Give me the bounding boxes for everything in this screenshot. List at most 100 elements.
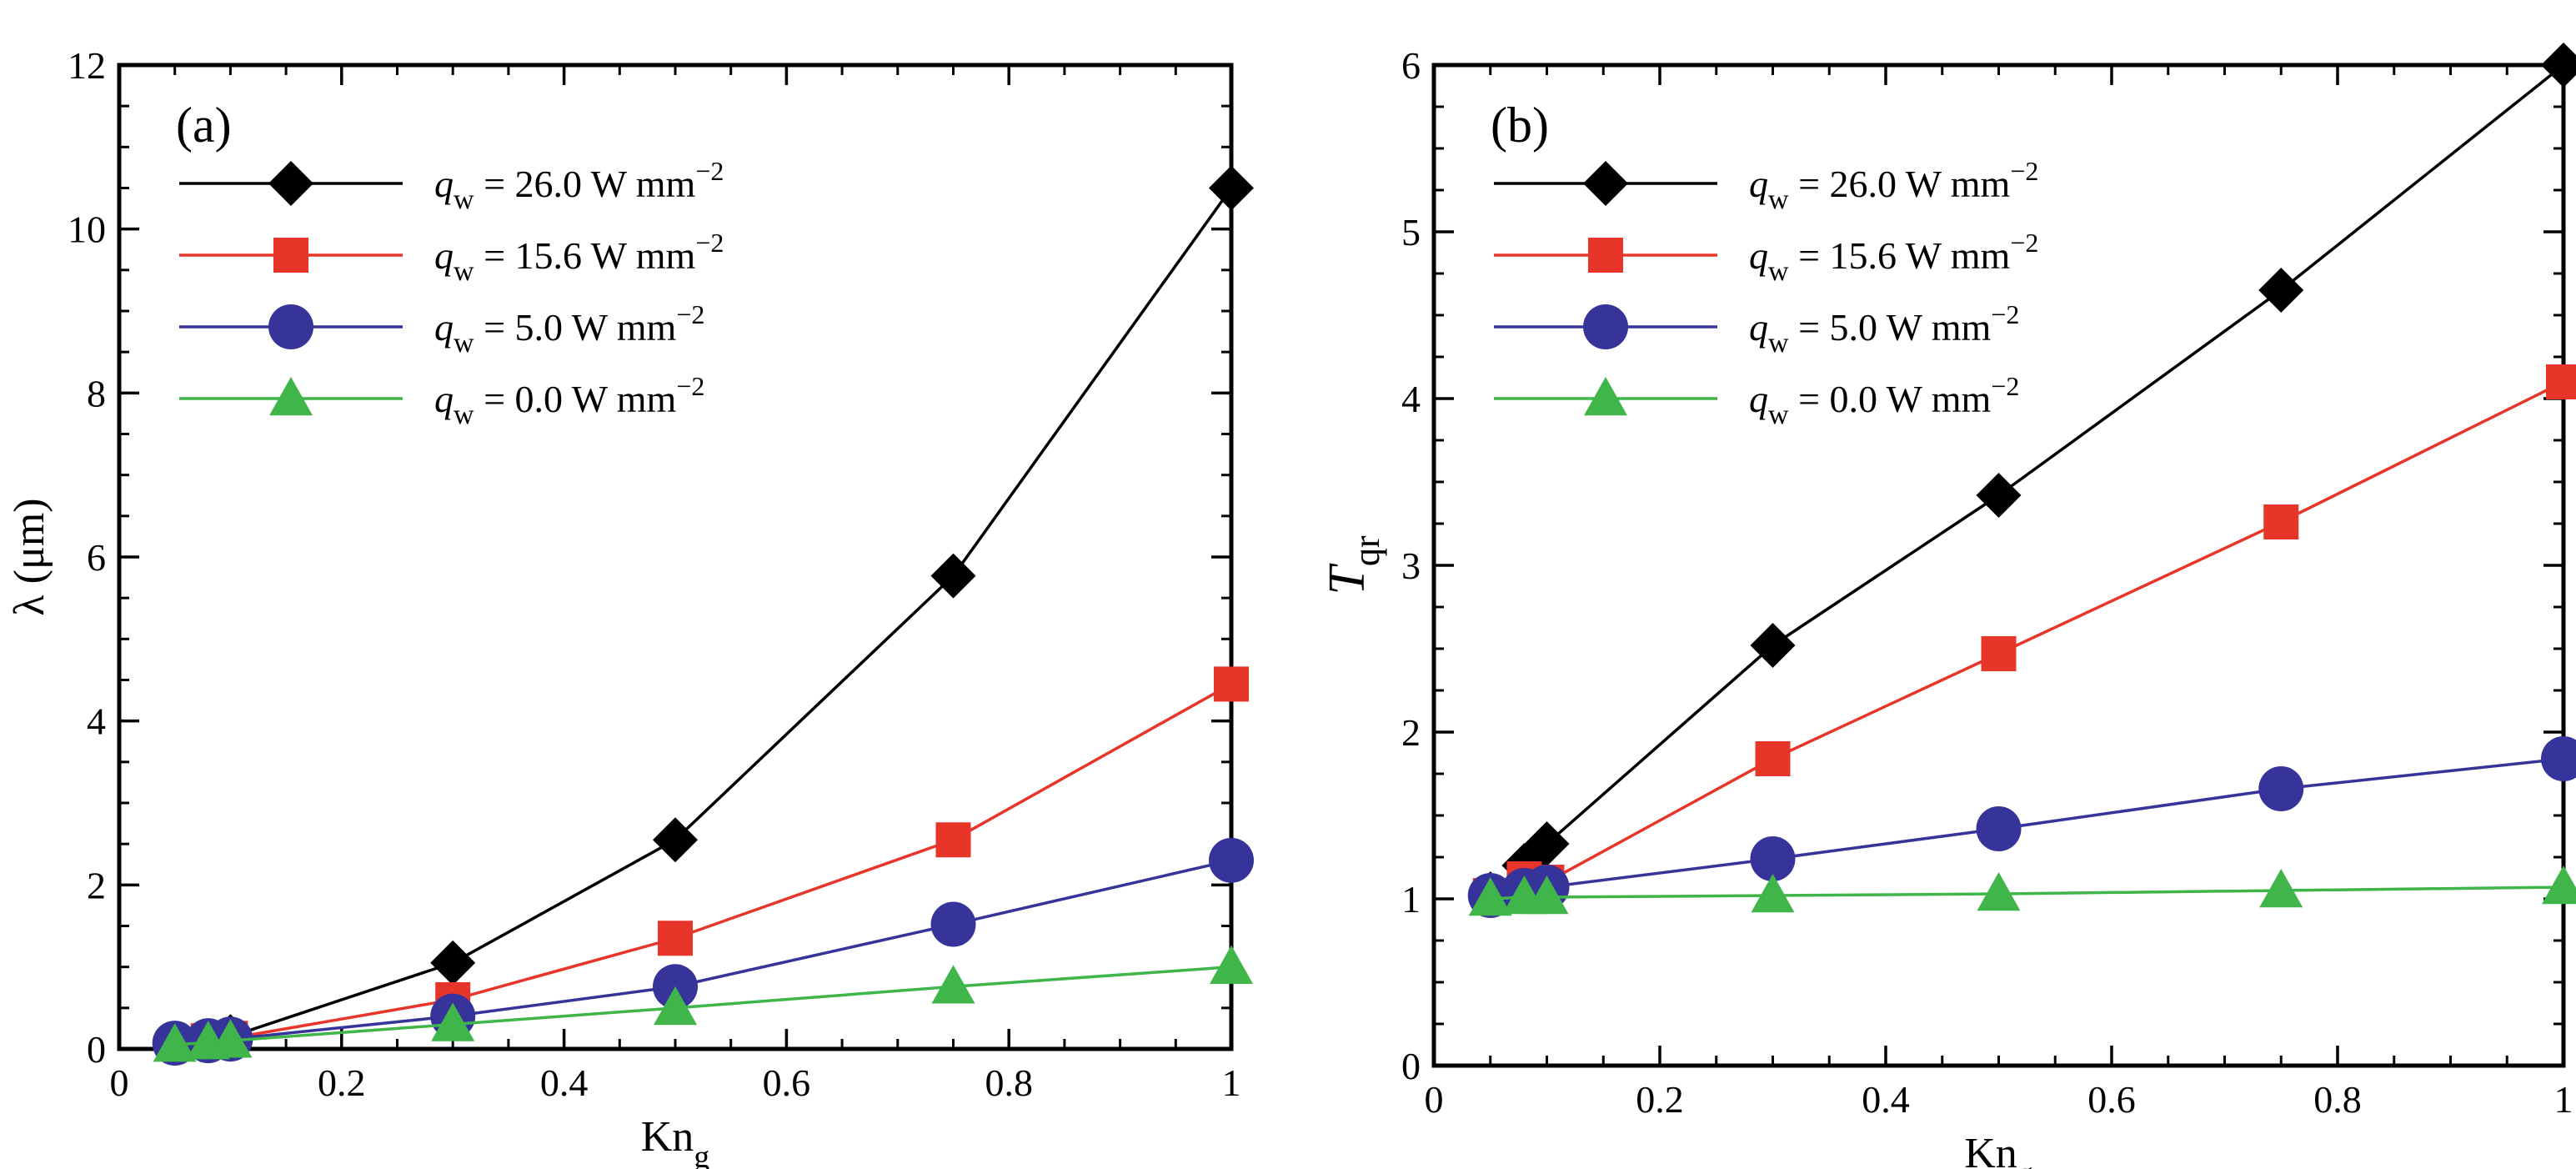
legend-q: q <box>1749 234 1768 277</box>
legend-entry-0: qw = 26.0 W mm−2 <box>434 156 724 215</box>
x-tick-label: 1 <box>2554 1078 2573 1121</box>
x-tick-label: 0.8 <box>2313 1078 2362 1121</box>
series-line-1 <box>1489 380 2564 897</box>
legend-q: q <box>434 378 454 420</box>
y-axis-label-sub: qr <box>1346 535 1387 566</box>
series-line-0 <box>208 187 1233 1042</box>
x-axis-label-sub: g <box>694 1140 709 1169</box>
data-point-circle <box>1750 836 1796 881</box>
series-line-3 <box>1490 886 2564 901</box>
plot-frame <box>1431 63 2566 1068</box>
data-point-triangle <box>1525 875 1569 915</box>
legend-sub: w <box>454 184 474 215</box>
y-tick-label: 1 <box>1401 878 1421 921</box>
series-line-2 <box>174 859 1232 1045</box>
legend-exp: −2 <box>695 156 724 186</box>
data-point-square <box>1755 741 1791 776</box>
legend-value: = 0.0 W mm <box>474 378 677 420</box>
data-point-triangle <box>431 1002 475 1041</box>
x-axis-label-main: Kn <box>641 1113 694 1161</box>
data-point-triangle <box>208 1019 253 1058</box>
x-axis-label: Kng <box>1964 1130 2033 1169</box>
legend-q: q <box>434 234 454 277</box>
data-point-diamond <box>430 940 476 986</box>
legend-sub: w <box>1768 256 1789 287</box>
data-point-diamond <box>1524 821 1570 866</box>
data-point-diamond <box>653 817 698 863</box>
y-tick-label: 8 <box>87 372 106 414</box>
legend-q: q <box>434 306 454 349</box>
series-line-2 <box>1490 757 2564 897</box>
legend-marker-square <box>273 238 308 273</box>
legend-marker-triangle <box>269 377 313 416</box>
x-axis-label-main: Kn <box>1964 1130 2017 1169</box>
data-point-triangle <box>654 986 697 1026</box>
legend-value: = 5.0 W mm <box>1789 306 1992 349</box>
data-point-square <box>1214 666 1249 702</box>
legend-value: = 5.0 W mm <box>474 306 677 349</box>
plot-frame <box>117 63 1234 1051</box>
legend-marker-diamond <box>268 161 313 206</box>
data-point-circle <box>1209 837 1254 883</box>
y-tick-label: 3 <box>1401 544 1421 587</box>
series-line-1 <box>208 682 1232 1042</box>
data-point-triangle <box>1210 945 1253 984</box>
x-tick-label: 0.4 <box>540 1061 589 1104</box>
data-point-diamond <box>2258 268 2304 313</box>
data-point-triangle <box>1751 874 1795 913</box>
legend-marker-diamond <box>1583 161 1628 206</box>
legend-sub: w <box>1768 399 1789 430</box>
data-point-circle <box>930 901 976 947</box>
x-tick-label: 0 <box>110 1061 129 1104</box>
legend-value: = 26.0 W mm <box>1789 163 2011 205</box>
x-tick-label: 0.2 <box>318 1061 366 1104</box>
panel-label: (a) <box>176 98 232 153</box>
legend-entry-3: qw = 0.0 W mm−2 <box>1749 371 2019 430</box>
data-point-triangle <box>2542 865 2576 905</box>
legend-exp: −2 <box>2010 228 2038 258</box>
data-point-square <box>658 921 693 956</box>
legend-value: = 0.0 W mm <box>1789 378 1992 420</box>
legend-value: = 15.6 W mm <box>474 234 696 277</box>
data-point-square <box>2263 504 2299 539</box>
x-tick-label: 0.6 <box>2087 1078 2136 1121</box>
data-point-triangle <box>153 1023 197 1062</box>
x-tick-label: 0.8 <box>985 1061 1033 1104</box>
legend-exp: −2 <box>676 371 704 401</box>
legend-q: q <box>1749 306 1768 349</box>
legend-marker-circle <box>268 304 313 349</box>
series-line-3 <box>174 965 1232 1046</box>
y-tick-label: 10 <box>68 208 106 251</box>
x-tick-label: 0.6 <box>763 1061 811 1104</box>
data-point-circle <box>1976 806 2022 851</box>
x-tick-label: 0.2 <box>1636 1078 1684 1121</box>
legend-sub: w <box>1768 328 1789 359</box>
legend-entry-2: qw = 5.0 W mm−2 <box>434 299 704 359</box>
legend-value: = 15.6 W mm <box>1789 234 2011 277</box>
data-point-diamond <box>1976 473 2022 518</box>
y-tick-label: 4 <box>1401 378 1421 420</box>
legend-sub: w <box>454 256 474 287</box>
legend-q: q <box>1749 163 1768 205</box>
legend-exp: −2 <box>676 299 704 329</box>
legend-entry-2: qw = 5.0 W mm−2 <box>1749 299 2019 359</box>
data-point-triangle <box>1977 872 2021 911</box>
series-line-0 <box>1489 63 2565 896</box>
legend-marker-triangle <box>1584 377 1627 416</box>
y-tick-label: 2 <box>1401 711 1421 754</box>
data-point-circle <box>2541 736 2576 781</box>
legend-entry-0: qw = 26.0 W mm−2 <box>1749 156 2038 215</box>
data-point-diamond <box>1209 165 1254 211</box>
y-tick-label: 12 <box>68 44 106 87</box>
y-tick-label: 0 <box>87 1028 106 1071</box>
y-axis-label: λ (μm) <box>6 498 53 615</box>
legend-marker-square <box>1588 238 1623 273</box>
data-point-triangle <box>931 965 975 1004</box>
data-point-triangle <box>2259 869 2303 908</box>
data-point-square <box>1981 636 2017 671</box>
data-point-diamond <box>930 553 976 599</box>
legend-entry-1: qw = 15.6 W mm−2 <box>434 228 724 287</box>
legend-sub: w <box>1768 184 1789 215</box>
